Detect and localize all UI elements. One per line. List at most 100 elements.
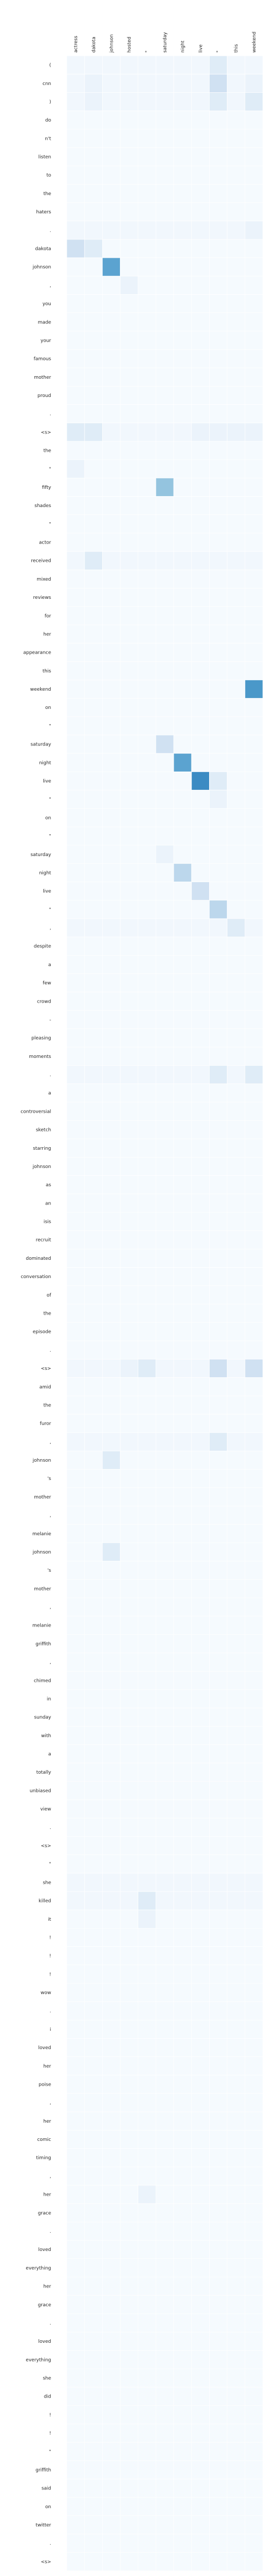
heatmap-cell [84, 2332, 103, 2351]
heatmap-cell [84, 1781, 103, 1800]
heatmap-cell [102, 900, 120, 919]
heatmap-cell [191, 1799, 210, 1819]
heatmap-cell [120, 1194, 139, 1213]
heatmap-cell [191, 165, 210, 185]
heatmap-cell [66, 92, 85, 111]
heatmap-cell [138, 1855, 156, 1874]
y-tick-labels: (cnn)don'tlistentothehaters.dakotajohnso… [21, 63, 52, 2565]
y-tick-label: johnson [32, 1164, 51, 1170]
y-tick-label: comic [37, 2137, 51, 2142]
heatmap-cell [173, 1965, 192, 1984]
heatmap-cell [209, 441, 228, 460]
heatmap-cell [227, 2130, 246, 2149]
heatmap-cell [120, 423, 139, 442]
heatmap-cell [191, 845, 210, 864]
heatmap-cell [66, 1138, 85, 1158]
heatmap-cell [84, 1212, 103, 1231]
heatmap-cell [102, 1046, 120, 1066]
heatmap-cell [191, 2130, 210, 2149]
heatmap-cell [84, 1707, 103, 1727]
heatmap-cell [191, 1689, 210, 1708]
heatmap-cell [245, 331, 263, 350]
heatmap-cell [191, 496, 210, 515]
heatmap-cell [155, 1873, 174, 1892]
heatmap-cell [84, 1194, 103, 1213]
heatmap-cell [227, 1230, 246, 1249]
heatmap-cell [102, 936, 120, 956]
heatmap-cell [173, 1506, 192, 1525]
y-tick-label: as [46, 1183, 52, 1188]
heatmap-cell [120, 845, 139, 864]
heatmap-cell [84, 294, 103, 314]
heatmap-cell [66, 1322, 85, 1341]
heatmap-cell [102, 55, 120, 75]
heatmap-cell [84, 2203, 103, 2222]
heatmap-cell [155, 1616, 174, 1635]
heatmap-cell [138, 2332, 156, 2351]
heatmap-cell [120, 1707, 139, 1727]
heatmap-cell [138, 2387, 156, 2406]
y-tick-label: she [43, 2376, 51, 2381]
heatmap-cell [191, 2019, 210, 2039]
heatmap-cell [155, 1487, 174, 1507]
y-tick-label: , [50, 283, 51, 288]
heatmap-cell [245, 1781, 263, 1800]
heatmap-cell [191, 973, 210, 993]
heatmap-cell [84, 129, 103, 148]
heatmap-cell [66, 1634, 85, 1653]
y-tick-label: on [45, 2505, 51, 2510]
heatmap-cell [120, 2332, 139, 2351]
heatmap-cell [209, 863, 228, 882]
heatmap-cell [102, 129, 120, 148]
heatmap-cell [66, 1506, 85, 1525]
heatmap-cell [191, 1212, 210, 1231]
heatmap-cell [155, 2019, 174, 2039]
heatmap-cell [138, 1395, 156, 1415]
heatmap-cell [191, 404, 210, 424]
heatmap-cell [245, 955, 263, 974]
heatmap-cell [191, 2056, 210, 2076]
heatmap-cell [209, 1817, 228, 1837]
heatmap-cell [120, 735, 139, 754]
heatmap-cell [155, 1781, 174, 1800]
heatmap-cell [209, 2166, 228, 2186]
heatmap-cell [155, 1212, 174, 1231]
heatmap-cell [209, 165, 228, 185]
heatmap-cell [66, 551, 85, 570]
heatmap-cell [191, 588, 210, 607]
heatmap-cell [120, 294, 139, 314]
heatmap-cell [245, 496, 263, 515]
heatmap-cell [227, 312, 246, 332]
heatmap-cell [102, 1377, 120, 1397]
heatmap-cell [173, 111, 192, 130]
heatmap-cell [138, 1010, 156, 1029]
heatmap-cell [173, 496, 192, 515]
heatmap-cell [84, 2093, 103, 2112]
heatmap-cell [227, 1138, 246, 1158]
heatmap-cell [191, 551, 210, 570]
heatmap-cell [120, 1395, 139, 1415]
heatmap-cell [138, 1542, 156, 1561]
heatmap-cell [66, 514, 85, 534]
heatmap-cell [209, 2093, 228, 2112]
heatmap-cell [227, 386, 246, 405]
heatmap-cell [191, 2185, 210, 2204]
heatmap-cell [191, 1817, 210, 1837]
heatmap-cell [209, 2405, 228, 2424]
heatmap-cell [173, 2001, 192, 2020]
heatmap-cell [120, 2111, 139, 2130]
heatmap-cell [245, 735, 263, 754]
heatmap-cell [120, 533, 139, 552]
heatmap-cell [191, 606, 210, 625]
y-tick-label: this [43, 669, 52, 674]
heatmap-cell [138, 2093, 156, 2112]
heatmap-cell [245, 1836, 263, 1855]
heatmap-cell [120, 1763, 139, 1782]
heatmap-cell [66, 1304, 85, 1323]
heatmap-cell [227, 1836, 246, 1855]
heatmap-cell [66, 1891, 85, 1910]
heatmap-cell [209, 1946, 228, 1966]
heatmap-cell [227, 74, 246, 93]
heatmap-cell [120, 2203, 139, 2222]
heatmap-cell [138, 1836, 156, 1855]
